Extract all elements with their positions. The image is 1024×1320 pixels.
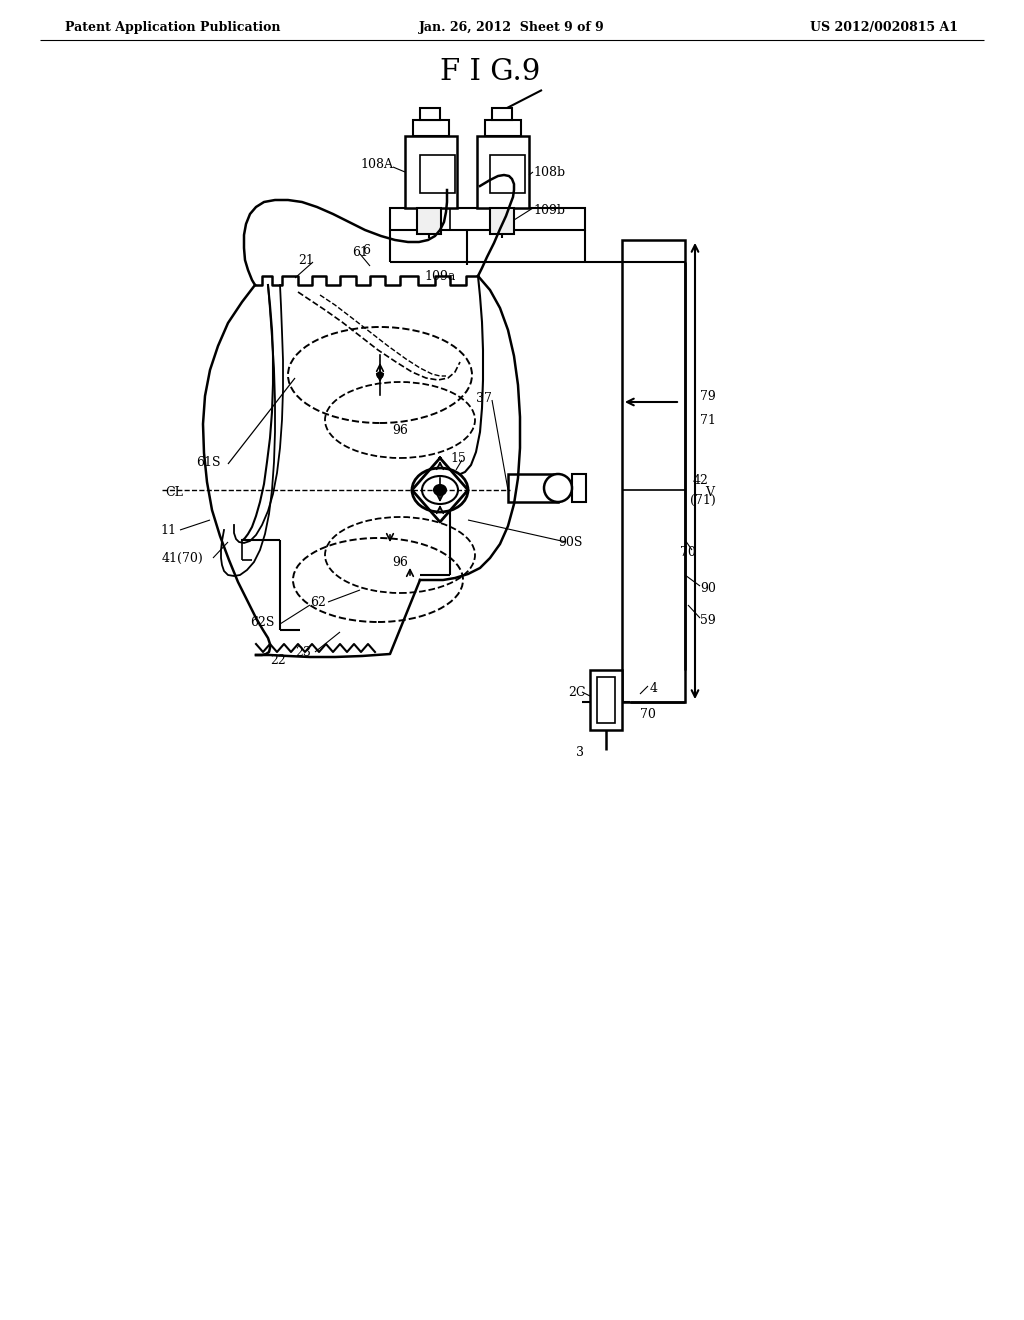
Text: 22: 22 — [270, 653, 286, 667]
Bar — [485, 120, 521, 136]
Ellipse shape — [412, 469, 468, 512]
Bar — [572, 474, 586, 502]
Ellipse shape — [377, 372, 383, 378]
Text: 4: 4 — [650, 681, 658, 694]
Ellipse shape — [544, 474, 572, 502]
Text: 70: 70 — [680, 545, 696, 558]
Text: 109a: 109a — [424, 271, 456, 284]
Text: 59: 59 — [700, 614, 716, 627]
Text: US 2012/0020815 A1: US 2012/0020815 A1 — [810, 21, 958, 33]
Bar — [406, 136, 457, 209]
Bar — [413, 120, 449, 136]
Bar — [490, 209, 514, 234]
Bar — [477, 136, 529, 209]
Bar — [390, 209, 585, 230]
Text: 79: 79 — [700, 389, 716, 403]
Text: F I G.9: F I G.9 — [440, 58, 541, 86]
Text: 23: 23 — [295, 645, 311, 659]
Text: 109b: 109b — [534, 203, 565, 216]
Text: 90: 90 — [700, 582, 716, 594]
Bar — [417, 209, 441, 234]
Text: 21: 21 — [298, 253, 314, 267]
Bar — [490, 154, 525, 193]
Text: 37: 37 — [476, 392, 492, 404]
Text: 71: 71 — [700, 413, 716, 426]
Bar — [622, 240, 685, 702]
Text: Patent Application Publication: Patent Application Publication — [65, 21, 281, 33]
Text: 15: 15 — [450, 451, 466, 465]
Text: 62S: 62S — [250, 615, 274, 628]
Text: 61: 61 — [352, 246, 368, 259]
Bar — [420, 154, 455, 193]
Text: 11: 11 — [160, 524, 176, 536]
Text: 96: 96 — [392, 424, 408, 437]
Text: 96: 96 — [392, 556, 408, 569]
Text: V: V — [705, 486, 714, 499]
Text: 108A: 108A — [360, 158, 393, 172]
Text: 6: 6 — [362, 243, 370, 256]
Text: 108b: 108b — [534, 165, 565, 178]
Ellipse shape — [434, 484, 446, 495]
Text: 62: 62 — [310, 595, 326, 609]
Text: 61S: 61S — [196, 455, 220, 469]
Bar — [508, 474, 558, 502]
Bar — [597, 677, 615, 723]
Text: 3: 3 — [575, 746, 584, 759]
Bar — [590, 671, 622, 730]
Text: 2C: 2C — [568, 685, 586, 698]
Text: CL: CL — [165, 486, 183, 499]
Text: 42: 42 — [693, 474, 709, 487]
Text: Jan. 26, 2012  Sheet 9 of 9: Jan. 26, 2012 Sheet 9 of 9 — [419, 21, 605, 33]
Ellipse shape — [422, 477, 458, 504]
Text: 70: 70 — [640, 709, 656, 722]
Text: 90S: 90S — [558, 536, 583, 549]
Text: (71): (71) — [690, 494, 716, 507]
Bar — [492, 108, 512, 120]
Bar — [420, 108, 440, 120]
Text: 41(70): 41(70) — [162, 552, 204, 565]
